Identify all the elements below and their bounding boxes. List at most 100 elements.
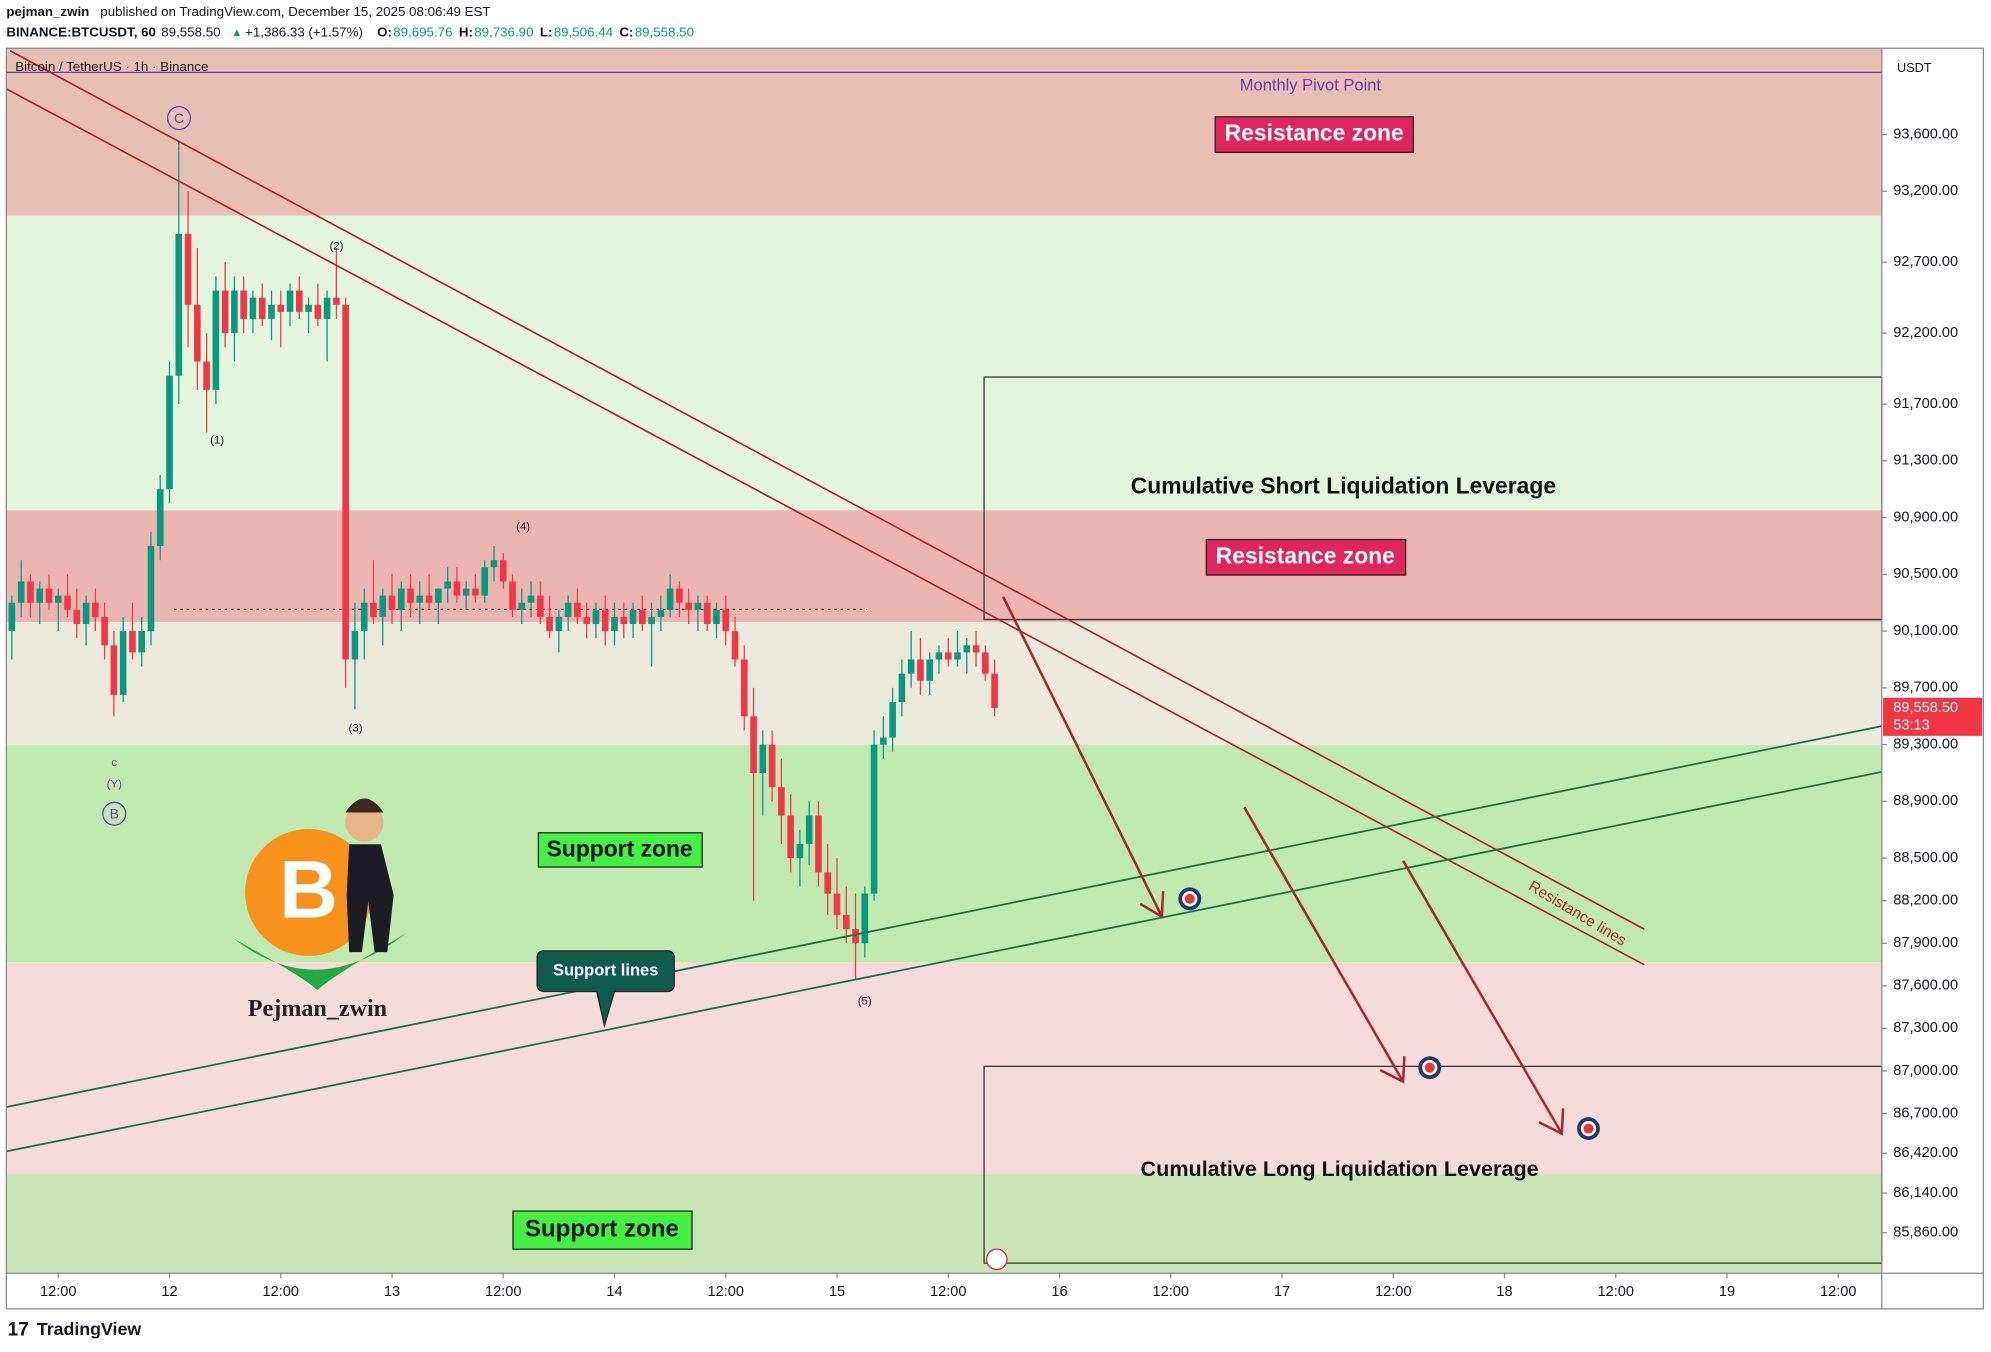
candle-body [17, 581, 25, 603]
candle-body [676, 588, 683, 603]
y-tick-label: 92,700.00 [1893, 254, 1958, 270]
ohlc-value: 89,736.90 [474, 25, 533, 40]
pivot-label: Monthly Pivot Point [1240, 77, 1382, 95]
candle-body [666, 588, 674, 610]
y-tick-label: 87,300.00 [1893, 1020, 1958, 1036]
support-line [6, 725, 1882, 1108]
candle-body [388, 595, 396, 610]
resistance-label: Resistance zone [1216, 542, 1395, 568]
candle-body [110, 645, 118, 695]
character [345, 798, 394, 953]
candle-body [713, 609, 720, 625]
author-name: Pejman_zwin [248, 996, 388, 1022]
y-tick-label: 87,600.00 [1893, 978, 1958, 994]
candle-body [472, 588, 479, 596]
candle-body [648, 616, 655, 625]
candle-body [824, 872, 832, 894]
candle-body [212, 290, 220, 390]
event-icon [985, 1248, 1008, 1271]
candle-body [537, 595, 544, 617]
candle-body [555, 616, 563, 632]
candle-body [397, 588, 405, 610]
wave-label: (3) [349, 723, 363, 735]
x-tick-label: 16 [1051, 1284, 1067, 1300]
resistance-line [5, 88, 1645, 966]
header-change: +1,386.33 (+1.57%) [245, 25, 363, 40]
candle-body [203, 361, 210, 390]
callout [536, 950, 675, 1029]
y-tick-label: 88,200.00 [1893, 893, 1958, 909]
x-tick-label: 12:00 [1820, 1284, 1857, 1300]
candle-body [944, 652, 952, 660]
candle-body [138, 631, 146, 653]
candle-body [8, 602, 16, 632]
long-liq-label: Cumulative Long Liquidation Leverage [1141, 1156, 1539, 1181]
candle-body [898, 673, 906, 703]
candle-body [639, 609, 646, 625]
y-tick-label: 87,900.00 [1893, 935, 1958, 951]
candle-body [360, 602, 368, 632]
wave-label: (2) [330, 240, 344, 252]
last-price-tag [1883, 697, 1983, 736]
candle-body [425, 595, 433, 603]
candle-body [379, 595, 387, 617]
candle-body [351, 631, 359, 660]
label-box [1205, 538, 1407, 576]
support-zone [6, 1174, 1882, 1274]
ohlc-value: 89,506.44 [554, 25, 614, 40]
candles [8, 141, 998, 979]
candle-body [926, 659, 934, 681]
support-label: Support zone [547, 836, 693, 862]
x-tick-label: 12 [161, 1284, 177, 1300]
candle-body [657, 609, 665, 617]
label-box [512, 1210, 693, 1250]
y-tick-label: 93,600.00 [1893, 126, 1958, 142]
candle-body [954, 652, 961, 660]
candle-body [880, 737, 887, 745]
candle-body [481, 567, 489, 596]
wave-label: (4) [516, 521, 530, 533]
candle-body [305, 304, 312, 312]
y-tick-label: 86,140.00 [1893, 1185, 1958, 1201]
candle-body [935, 652, 943, 660]
last-price-label: 89,558.50 [1893, 700, 1958, 716]
candle-body [323, 297, 331, 319]
candle-body [333, 297, 340, 305]
candle-body [611, 616, 618, 632]
candle-body [787, 815, 794, 859]
candle-body [45, 588, 53, 603]
wave-circle [102, 801, 127, 826]
candle-body [740, 659, 748, 717]
candle-body [527, 595, 535, 603]
y-tick-label: 92,200.00 [1893, 325, 1958, 341]
y-tick-label: 86,700.00 [1893, 1105, 1958, 1121]
wave-label: (5) [858, 996, 872, 1008]
candle-body [907, 659, 915, 674]
x-tick-label: 12:00 [1152, 1284, 1189, 1300]
x-tick-label: 12:00 [485, 1284, 522, 1300]
ohlc-label: O: [377, 25, 392, 40]
candle-body [416, 595, 424, 603]
candle-body [175, 233, 183, 376]
candle-body [750, 716, 757, 773]
label-box [1214, 116, 1414, 153]
neutral-zone [6, 962, 1882, 1175]
currency: USDT [1897, 61, 1932, 75]
candle-body [546, 616, 553, 632]
frame [5, 47, 1985, 1310]
candle-body [221, 290, 229, 334]
arrow-head [1139, 891, 1165, 919]
candle-body [917, 659, 924, 681]
candle-body [490, 560, 498, 568]
candle-body [574, 602, 581, 617]
wave-label: (1) [210, 435, 224, 447]
resistance-label: Resistance zone [1225, 120, 1404, 146]
ohlc: O: 89,695.76 H: 89,736.90 L: 89,506.44 C: 89,55… [377, 25, 694, 40]
arrow [1243, 806, 1405, 1083]
x-tick-label: 12:00 [1375, 1284, 1412, 1300]
candle-body [592, 609, 600, 625]
bitcoin-symbol: B [279, 845, 338, 936]
candle-body [268, 304, 275, 319]
resistance-zone [6, 48, 1882, 216]
